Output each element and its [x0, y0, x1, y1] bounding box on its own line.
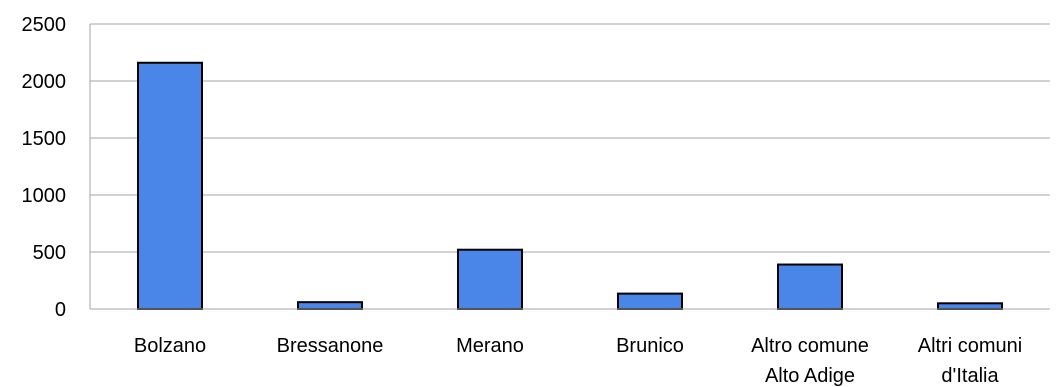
y-tick-label: 1000: [22, 185, 67, 207]
x-category-label: Altri comuni: [918, 335, 1022, 357]
x-axis-category-labels: Bolzano Bressanone Merano Brunico Altro comu…: [134, 335, 1022, 387]
x-category-label: Merano: [456, 335, 524, 357]
bars: [137, 61, 1003, 311]
y-tick-label: 2000: [22, 71, 67, 93]
x-category-label: Brunico: [616, 335, 684, 357]
bar: [137, 61, 203, 311]
bar: [777, 263, 843, 311]
y-tick-label: 500: [33, 242, 66, 264]
y-axis-tick-labels: 0 500 1000 1500 2000 2500: [22, 14, 67, 321]
bar: [617, 292, 683, 310]
bar: [457, 248, 523, 310]
x-category-label: Altro comune: [751, 335, 869, 357]
y-tick-label: 1500: [22, 128, 67, 150]
x-category-label: Bressanone: [277, 335, 384, 357]
y-tick-label: 0: [55, 299, 66, 321]
x-category-label: Bolzano: [134, 335, 206, 357]
bar: [937, 302, 1003, 310]
bar: [297, 301, 363, 311]
x-category-label: Alto Adige: [765, 365, 855, 387]
y-tick-label: 2500: [22, 14, 67, 36]
gridlines: [90, 23, 1050, 253]
x-category-label: d'Italia: [941, 365, 999, 387]
